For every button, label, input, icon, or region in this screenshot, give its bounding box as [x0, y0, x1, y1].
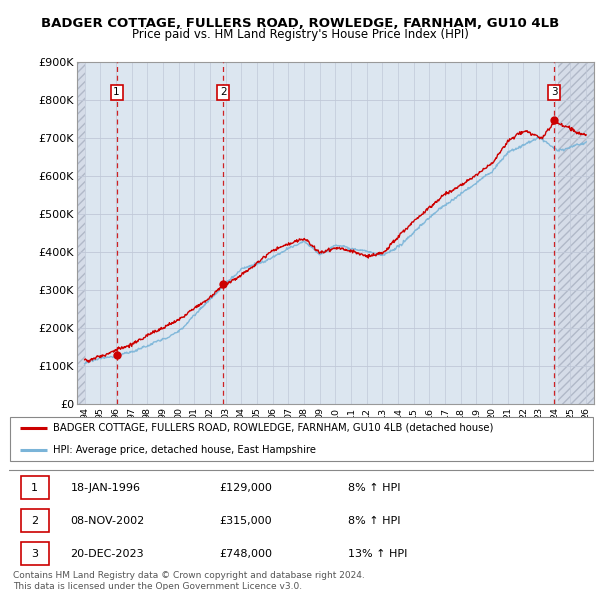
Text: BADGER COTTAGE, FULLERS ROAD, ROWLEDGE, FARNHAM, GU10 4LB: BADGER COTTAGE, FULLERS ROAD, ROWLEDGE, …: [41, 17, 559, 30]
Text: £129,000: £129,000: [220, 483, 272, 493]
FancyBboxPatch shape: [21, 509, 49, 532]
Text: 2: 2: [31, 516, 38, 526]
Text: 3: 3: [31, 549, 38, 559]
FancyBboxPatch shape: [10, 417, 593, 461]
Text: Contains HM Land Registry data © Crown copyright and database right 2024.
This d: Contains HM Land Registry data © Crown c…: [13, 571, 365, 590]
Text: 18-JAN-1996: 18-JAN-1996: [70, 483, 140, 493]
Text: 8% ↑ HPI: 8% ↑ HPI: [348, 483, 401, 493]
Text: 2: 2: [220, 87, 227, 97]
Text: 13% ↑ HPI: 13% ↑ HPI: [348, 549, 407, 559]
Text: £748,000: £748,000: [220, 549, 272, 559]
FancyBboxPatch shape: [21, 542, 49, 565]
Text: 1: 1: [113, 87, 120, 97]
Text: 8% ↑ HPI: 8% ↑ HPI: [348, 516, 401, 526]
Text: HPI: Average price, detached house, East Hampshire: HPI: Average price, detached house, East…: [53, 445, 316, 455]
Text: BADGER COTTAGE, FULLERS ROAD, ROWLEDGE, FARNHAM, GU10 4LB (detached house): BADGER COTTAGE, FULLERS ROAD, ROWLEDGE, …: [53, 423, 493, 433]
Text: Price paid vs. HM Land Registry's House Price Index (HPI): Price paid vs. HM Land Registry's House …: [131, 28, 469, 41]
FancyBboxPatch shape: [21, 476, 49, 499]
Text: 20-DEC-2023: 20-DEC-2023: [70, 549, 144, 559]
Text: 1: 1: [31, 483, 38, 493]
Text: £315,000: £315,000: [220, 516, 272, 526]
Text: 3: 3: [551, 87, 557, 97]
Text: 08-NOV-2002: 08-NOV-2002: [70, 516, 145, 526]
